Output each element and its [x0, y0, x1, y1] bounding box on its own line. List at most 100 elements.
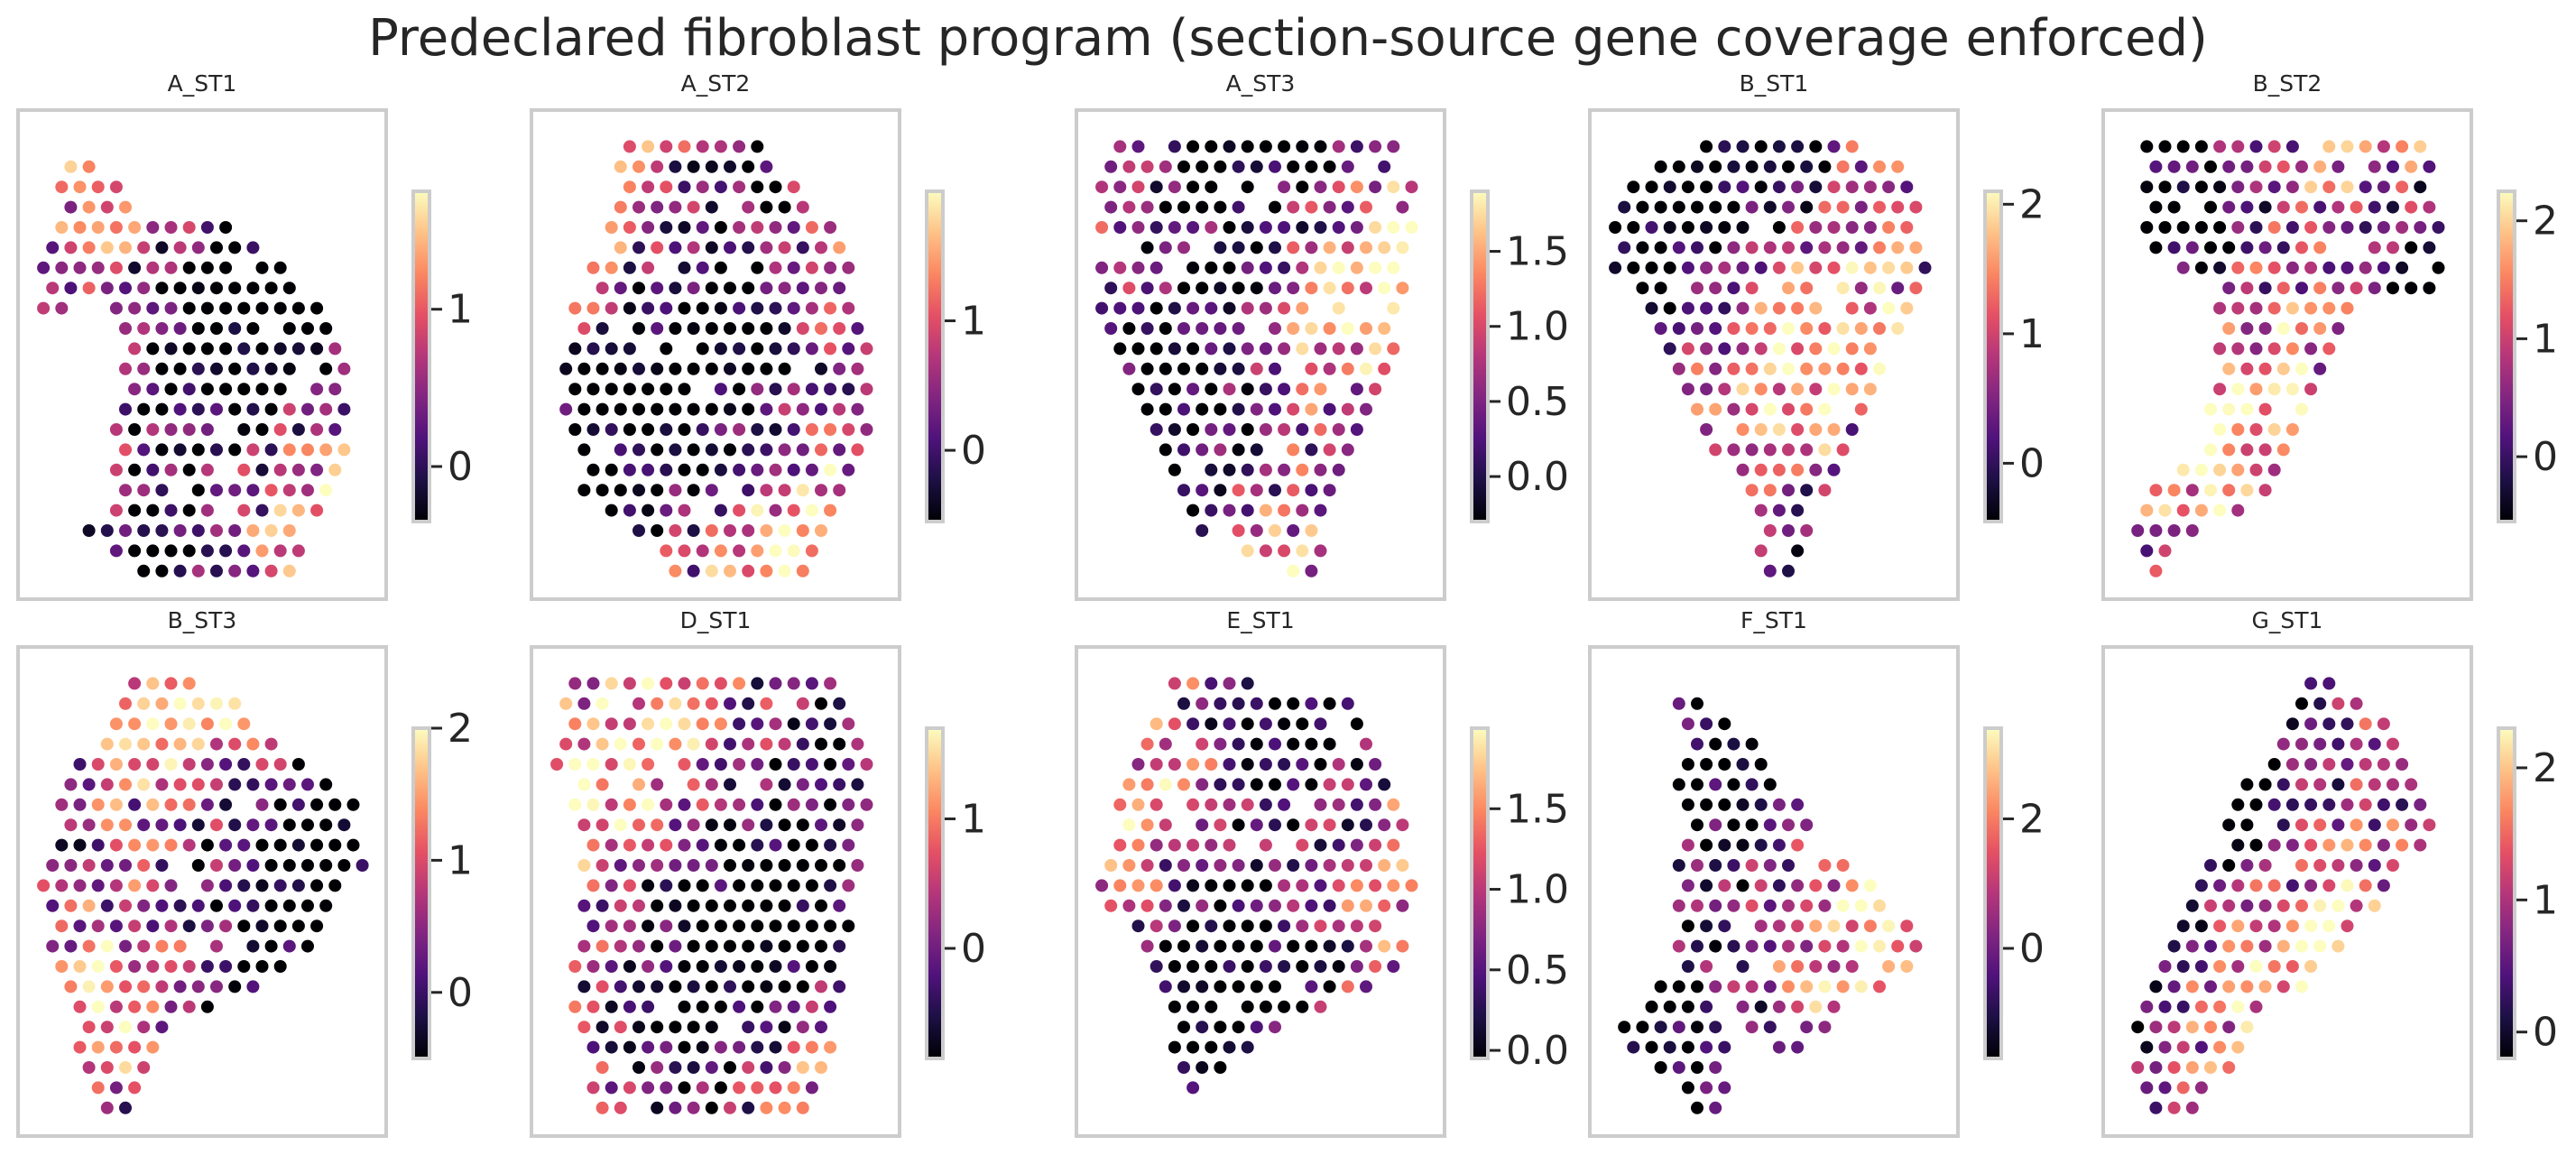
spot — [1278, 798, 1291, 811]
colorbar-gradient — [1983, 189, 2003, 523]
spot — [678, 677, 691, 690]
spot — [1186, 301, 1200, 315]
spot — [173, 524, 187, 537]
spot — [164, 463, 178, 476]
spot — [1627, 221, 1640, 234]
spot — [246, 524, 260, 537]
spot — [2249, 221, 2263, 234]
spot — [1259, 301, 1272, 315]
spot — [787, 677, 800, 690]
spot — [696, 463, 709, 476]
spot — [1323, 402, 1336, 416]
spot — [1873, 939, 1886, 953]
spot — [1232, 778, 1245, 791]
spot — [2240, 939, 2254, 953]
spot — [833, 939, 846, 953]
spot — [1186, 1000, 1200, 1013]
spot — [1700, 180, 1713, 194]
spot — [623, 342, 636, 356]
spot — [1745, 160, 1759, 173]
spot — [1205, 1040, 1218, 1054]
spot — [200, 383, 214, 396]
spot — [1232, 200, 1245, 214]
spot — [1269, 1021, 1281, 1034]
spot — [237, 544, 251, 558]
spot — [1177, 980, 1190, 993]
spot — [1323, 322, 1336, 335]
spot — [2158, 1000, 2172, 1013]
spot — [1150, 879, 1163, 892]
spot — [586, 919, 600, 933]
spot — [100, 980, 114, 993]
spot — [1296, 504, 1309, 517]
colorbar-gradient — [925, 726, 945, 1060]
spot — [1259, 717, 1272, 731]
spot — [778, 980, 791, 993]
spot — [586, 798, 600, 811]
spot — [815, 1061, 827, 1074]
spot — [1177, 778, 1190, 791]
spot — [1745, 737, 1759, 751]
spot — [833, 484, 846, 497]
spot — [1104, 160, 1118, 173]
spot — [669, 859, 682, 872]
spot — [696, 261, 709, 274]
spot — [1369, 838, 1382, 852]
spot — [1278, 1000, 1291, 1013]
spot — [2176, 180, 2190, 194]
spot — [228, 443, 242, 457]
spot — [678, 717, 691, 731]
spot — [1709, 939, 1722, 953]
spot — [2231, 838, 2245, 852]
spot — [2387, 818, 2399, 832]
spot — [815, 1021, 827, 1034]
spot — [237, 879, 251, 892]
spot — [255, 423, 269, 436]
spot — [319, 778, 333, 791]
spot — [1681, 1081, 1694, 1095]
spot — [1314, 758, 1327, 771]
spot — [2185, 1101, 2199, 1114]
spot — [1863, 221, 1877, 234]
spot — [128, 423, 142, 436]
spot — [1168, 221, 1181, 234]
spot — [842, 301, 855, 315]
spot — [1663, 221, 1676, 234]
spot — [733, 717, 746, 731]
spot — [1645, 1000, 1658, 1013]
spot — [623, 1081, 636, 1095]
spot — [1736, 960, 1750, 973]
spot — [1332, 221, 1345, 234]
spot — [2194, 1081, 2208, 1095]
spot — [1772, 342, 1786, 356]
spot — [319, 443, 333, 457]
spot — [191, 524, 205, 537]
spot — [660, 879, 673, 892]
spot — [128, 798, 142, 811]
spot — [273, 838, 287, 852]
spot — [796, 282, 809, 295]
spot — [778, 282, 791, 295]
spot — [733, 1040, 746, 1054]
spot — [237, 342, 251, 356]
spot — [1369, 261, 1382, 274]
spot — [2359, 798, 2372, 811]
spot — [815, 980, 827, 993]
spot — [1177, 899, 1190, 912]
spot — [1259, 423, 1272, 436]
spot — [1269, 899, 1281, 912]
spot — [1214, 241, 1227, 254]
spot — [310, 423, 324, 436]
spot — [1104, 859, 1118, 872]
spot — [796, 1021, 809, 1034]
spot — [1700, 301, 1713, 315]
spot — [778, 818, 791, 832]
spot — [109, 463, 123, 476]
spot — [2267, 383, 2281, 396]
spot — [596, 1061, 609, 1074]
spot — [1332, 838, 1345, 852]
spot — [1782, 564, 1795, 578]
spot — [760, 241, 773, 254]
spot — [696, 717, 709, 731]
spot — [733, 342, 746, 356]
